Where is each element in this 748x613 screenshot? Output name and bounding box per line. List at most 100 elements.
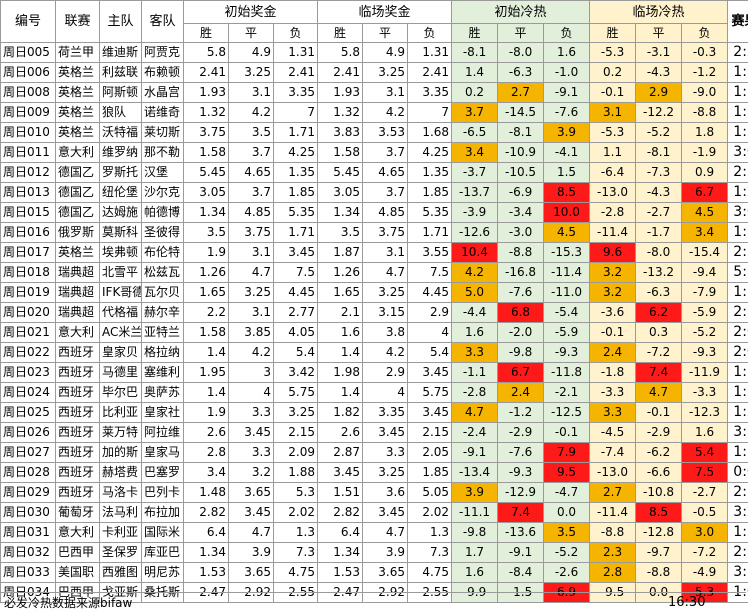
live-odds-cell: 3.45 bbox=[362, 502, 409, 523]
header-lheat-win: 胜 bbox=[589, 23, 637, 43]
header-live-heat: 临场冷热 bbox=[589, 0, 729, 24]
live-odds-cell: 1.34 bbox=[317, 542, 364, 563]
live-heat-cell: 6.7 bbox=[681, 182, 729, 203]
initial-heat-cell: -9.3 bbox=[543, 342, 591, 363]
away-team-cell: 国际米 bbox=[141, 522, 184, 543]
initial-heat-cell: 0.0 bbox=[543, 502, 591, 523]
match-id: 周日013 bbox=[0, 182, 56, 203]
home-team-cell: 比利亚 bbox=[99, 402, 142, 423]
live-heat-cell: -2.7 bbox=[681, 482, 729, 503]
league-cell: 意大利 bbox=[55, 142, 100, 163]
league-cell: 意大利 bbox=[55, 322, 100, 343]
away-team-cell: 莱切斯 bbox=[141, 122, 184, 143]
initial-odds-cell: 3.9 bbox=[228, 542, 274, 563]
live-heat-cell: -3.6 bbox=[589, 302, 637, 323]
home-team-cell: 加的斯 bbox=[99, 442, 142, 463]
live-odds-cell: 2.9 bbox=[362, 362, 409, 383]
away-team-cell: 库亚巴 bbox=[141, 542, 184, 563]
match-id: 周日006 bbox=[0, 62, 56, 83]
initial-heat-cell: -6.5 bbox=[451, 122, 499, 143]
live-odds-cell: 4.7 bbox=[362, 262, 409, 283]
live-odds-cell: 1.82 bbox=[317, 402, 364, 423]
away-team-cell: 巴列卡 bbox=[141, 482, 184, 503]
league-cell: 巴西甲 bbox=[55, 542, 100, 563]
initial-heat-cell: 10.4 bbox=[451, 242, 499, 263]
table-row: 周日010 英格兰 沃特福 莱切斯 3.75 3.5 1.71 3.83 3.53 1.68 -6.… bbox=[0, 122, 748, 143]
initial-odds-cell: 5.3 bbox=[272, 482, 319, 503]
initial-odds-cell: 1.9 bbox=[183, 242, 229, 263]
live-heat-cell: -2.8 bbox=[589, 202, 637, 223]
league-cell: 美国职 bbox=[55, 562, 100, 583]
home-team-cell: 利兹联 bbox=[99, 62, 142, 83]
match-id: 周日012 bbox=[0, 162, 56, 183]
initial-odds-cell: 2.41 bbox=[272, 62, 319, 83]
initial-odds-cell: 4.7 bbox=[228, 262, 274, 283]
home-team-cell: 莱万特 bbox=[99, 422, 142, 443]
initial-heat-cell: -7.6 bbox=[543, 102, 591, 123]
initial-heat-cell: -8.1 bbox=[451, 42, 499, 63]
initial-heat-cell: -5.9 bbox=[543, 322, 591, 343]
home-team-cell: IFK哥德 bbox=[99, 282, 142, 303]
live-odds-cell: 1.87 bbox=[317, 242, 364, 263]
initial-heat-cell: 5.0 bbox=[451, 282, 499, 303]
live-heat-cell: 9.6 bbox=[589, 242, 637, 263]
live-odds-cell: 4 bbox=[407, 322, 453, 343]
live-odds-cell: 3.1 bbox=[362, 82, 409, 103]
match-id: 周日023 bbox=[0, 362, 56, 383]
match-id: 周日017 bbox=[0, 242, 56, 263]
header-lheat-loss: 负 bbox=[681, 23, 729, 43]
initial-odds-cell: 3.1 bbox=[228, 242, 274, 263]
initial-heat-cell: 8.5 bbox=[543, 182, 591, 203]
initial-odds-cell: 5.4 bbox=[272, 342, 319, 363]
live-heat-cell: -7.2 bbox=[635, 342, 683, 363]
table-row: 周日015 德国乙 达姆施 帕德博 1.34 4.85 5.35 1.34 4.85 5.35 -3… bbox=[0, 202, 748, 223]
initial-odds-cell: 1.32 bbox=[183, 102, 229, 123]
live-heat-cell: -7.9 bbox=[681, 282, 729, 303]
match-id: 周日009 bbox=[0, 102, 56, 123]
table-row: 周日006 英格兰 利兹联 布赖顿 2.41 3.25 2.41 2.41 3.25 2.41 1.… bbox=[0, 62, 748, 83]
initial-odds-cell: 1.34 bbox=[183, 202, 229, 223]
score-cell: 1:1 bbox=[727, 442, 748, 463]
live-heat-cell: 2.3 bbox=[589, 542, 637, 563]
home-team-cell: 罗斯托 bbox=[99, 162, 142, 183]
initial-odds-cell: 4.85 bbox=[228, 202, 274, 223]
live-heat-cell: 2.8 bbox=[589, 562, 637, 583]
league-cell: 英格兰 bbox=[55, 62, 100, 83]
initial-odds-cell: 4.2 bbox=[228, 342, 274, 363]
match-id: 周日016 bbox=[0, 222, 56, 243]
initial-heat-cell: -11.8 bbox=[543, 362, 591, 383]
initial-heat-cell: -0.1 bbox=[543, 422, 591, 443]
live-heat-cell: 1.8 bbox=[681, 122, 729, 143]
live-odds-cell: 1.85 bbox=[407, 182, 453, 203]
live-heat-cell: -3.3 bbox=[589, 382, 637, 403]
live-heat-cell: -6.2 bbox=[635, 442, 683, 463]
league-cell: 瑞典超 bbox=[55, 302, 100, 323]
live-heat-cell: 7.4 bbox=[635, 362, 683, 383]
live-heat-cell: -3.1 bbox=[635, 42, 683, 63]
score-cell: 1:1 bbox=[727, 222, 748, 243]
live-odds-cell: 4.25 bbox=[407, 142, 453, 163]
initial-odds-cell: 4.75 bbox=[272, 562, 319, 583]
initial-heat-cell: -11.0 bbox=[543, 282, 591, 303]
live-odds-cell: 2.02 bbox=[407, 502, 453, 523]
live-heat-cell: -1.2 bbox=[681, 62, 729, 83]
header-live-win: 胜 bbox=[317, 23, 364, 43]
table-row: 周日016 俄罗斯 莫斯科 圣彼得 3.5 3.75 1.71 3.5 3.75 1.71 -12.… bbox=[0, 222, 748, 243]
score-cell: 1:1 bbox=[727, 62, 748, 83]
live-odds-cell: 3.6 bbox=[362, 482, 409, 503]
live-heat-cell: -12.3 bbox=[681, 402, 729, 423]
score-cell: 3:0 bbox=[727, 142, 748, 163]
initial-heat-cell: -3.0 bbox=[497, 222, 545, 243]
table-row: 周日019 瑞典超 IFK哥德 瓦尔贝 1.65 3.25 4.45 1.65 3.25 4.45… bbox=[0, 282, 748, 303]
away-team-cell: 水晶宫 bbox=[141, 82, 184, 103]
away-team-cell: 塞维利 bbox=[141, 362, 184, 383]
live-heat-cell: 4.5 bbox=[681, 202, 729, 223]
away-team-cell: 汉堡 bbox=[141, 162, 184, 183]
initial-heat-cell: 3.4 bbox=[451, 142, 499, 163]
initial-odds-cell: 3.3 bbox=[228, 442, 274, 463]
live-heat-cell: -8.1 bbox=[635, 142, 683, 163]
live-heat-cell: 1.1 bbox=[589, 142, 637, 163]
table-row: 周日031 意大利 卡利亚 国际米 6.4 4.7 1.3 6.4 4.7 1.3 -9.8 -13.… bbox=[0, 522, 748, 543]
away-team-cell: 阿拉维 bbox=[141, 422, 184, 443]
